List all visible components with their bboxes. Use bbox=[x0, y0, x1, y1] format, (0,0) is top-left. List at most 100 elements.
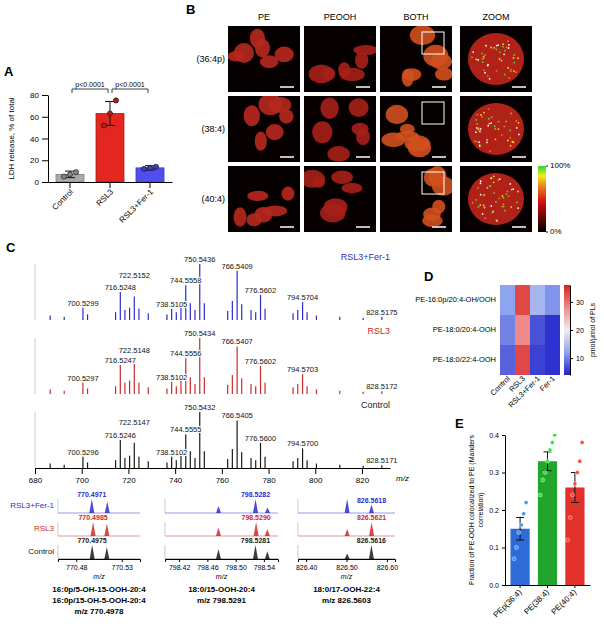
peak bbox=[166, 388, 167, 394]
cell bbox=[320, 204, 345, 223]
speckle bbox=[501, 134, 503, 136]
tick-mark bbox=[574, 585, 575, 588]
data-point bbox=[113, 98, 118, 103]
peak-label: 776.5602 bbox=[245, 286, 276, 295]
plot-area bbox=[510, 434, 584, 585]
figure: ABCDE020406080ControlRSL3RSL3+Fer-1LDH r… bbox=[0, 0, 604, 643]
cell bbox=[279, 109, 293, 123]
peak bbox=[260, 295, 261, 320]
speckle bbox=[483, 112, 485, 114]
speckle bbox=[477, 128, 479, 130]
peak bbox=[306, 386, 307, 394]
row-label: (36:4p) bbox=[196, 54, 225, 64]
peak bbox=[302, 374, 303, 394]
tick-mark bbox=[42, 117, 48, 118]
tick: 80 bbox=[30, 91, 48, 100]
data-point bbox=[153, 164, 158, 169]
peak-label: 716.5248 bbox=[105, 283, 136, 292]
peak bbox=[204, 377, 205, 394]
tick-mark bbox=[546, 232, 548, 233]
data-point bbox=[548, 448, 552, 452]
peak bbox=[250, 310, 251, 320]
tick-mark bbox=[207, 559, 208, 562]
tick: 700 bbox=[76, 468, 90, 485]
tick-label: 780 bbox=[262, 476, 276, 485]
cell bbox=[331, 171, 353, 184]
speckle bbox=[480, 180, 482, 182]
peak bbox=[363, 466, 364, 468]
speckle bbox=[507, 67, 509, 69]
tick: 770.53 bbox=[112, 559, 134, 571]
peak-label: 794.5704 bbox=[287, 293, 318, 302]
speckle bbox=[489, 150, 491, 152]
tick-label: PE(40:4) bbox=[550, 587, 579, 616]
scale-bar bbox=[356, 226, 370, 228]
peak bbox=[363, 392, 364, 394]
speckle bbox=[513, 54, 515, 56]
heat-cell bbox=[545, 345, 560, 375]
peak bbox=[50, 464, 51, 468]
row-label: PE-16:0p/20:4-OH/OOH bbox=[415, 295, 496, 304]
colorbar-axis: 102030 bbox=[570, 286, 584, 376]
data-point bbox=[538, 493, 542, 497]
axis-title: m/z bbox=[396, 474, 409, 483]
tick: 780 bbox=[262, 468, 276, 485]
speckle bbox=[490, 47, 492, 49]
row-label: PE-18:0/20:4-OOH bbox=[433, 325, 496, 334]
peak bbox=[204, 303, 205, 320]
speckle bbox=[471, 56, 473, 58]
speckle bbox=[479, 131, 481, 133]
cell bbox=[404, 135, 430, 151]
error-line bbox=[574, 473, 575, 503]
tick-mark bbox=[82, 468, 83, 474]
y-axis-line bbox=[58, 545, 59, 559]
tick-mark bbox=[306, 559, 307, 562]
peak bbox=[124, 458, 125, 468]
inset-peak bbox=[104, 547, 109, 559]
peak-label: 794.5700 bbox=[287, 439, 318, 448]
peak bbox=[339, 317, 340, 320]
comparison-bracket bbox=[112, 89, 148, 93]
cell bbox=[327, 146, 350, 162]
peak bbox=[166, 314, 167, 320]
peak bbox=[302, 448, 303, 468]
speckle bbox=[484, 54, 486, 56]
data-point bbox=[522, 512, 526, 516]
speckle bbox=[497, 179, 499, 181]
tick-label: 80 bbox=[30, 91, 39, 100]
speckle bbox=[489, 185, 491, 187]
cell bbox=[356, 129, 370, 146]
inset-peak bbox=[369, 545, 374, 559]
peak bbox=[120, 440, 121, 468]
speckle bbox=[516, 202, 518, 204]
inset-peak bbox=[345, 529, 350, 536]
peak-label: 738.5102 bbox=[156, 448, 187, 457]
speckle bbox=[497, 44, 499, 46]
speckle bbox=[484, 217, 486, 219]
inset-peak bbox=[89, 499, 94, 513]
speckle bbox=[483, 69, 485, 71]
peak bbox=[166, 462, 167, 468]
speckle bbox=[486, 141, 488, 143]
tick-mark bbox=[570, 302, 573, 303]
scale-bar bbox=[280, 156, 294, 158]
peak-label: 826.5621 bbox=[357, 514, 386, 521]
tick: 0.1 bbox=[489, 544, 505, 551]
speckle bbox=[515, 120, 517, 122]
column-label: RSL3+Fer-1 bbox=[507, 374, 542, 409]
data-point bbox=[553, 434, 557, 437]
inset-peak bbox=[345, 499, 350, 513]
peak-label: 722.5147 bbox=[119, 418, 150, 427]
tick-label: 798.50 bbox=[225, 564, 247, 571]
peak-label: 826.5616 bbox=[357, 537, 386, 544]
zoom-box bbox=[422, 102, 444, 124]
cell bbox=[342, 183, 363, 193]
speckle bbox=[478, 141, 480, 143]
speckle bbox=[477, 187, 479, 189]
speckle bbox=[506, 47, 508, 49]
tick-label: 770.48 bbox=[66, 564, 88, 571]
peak bbox=[199, 264, 200, 320]
tick: 798.42 bbox=[169, 559, 191, 571]
speckle bbox=[476, 114, 478, 116]
cell bbox=[468, 103, 524, 155]
